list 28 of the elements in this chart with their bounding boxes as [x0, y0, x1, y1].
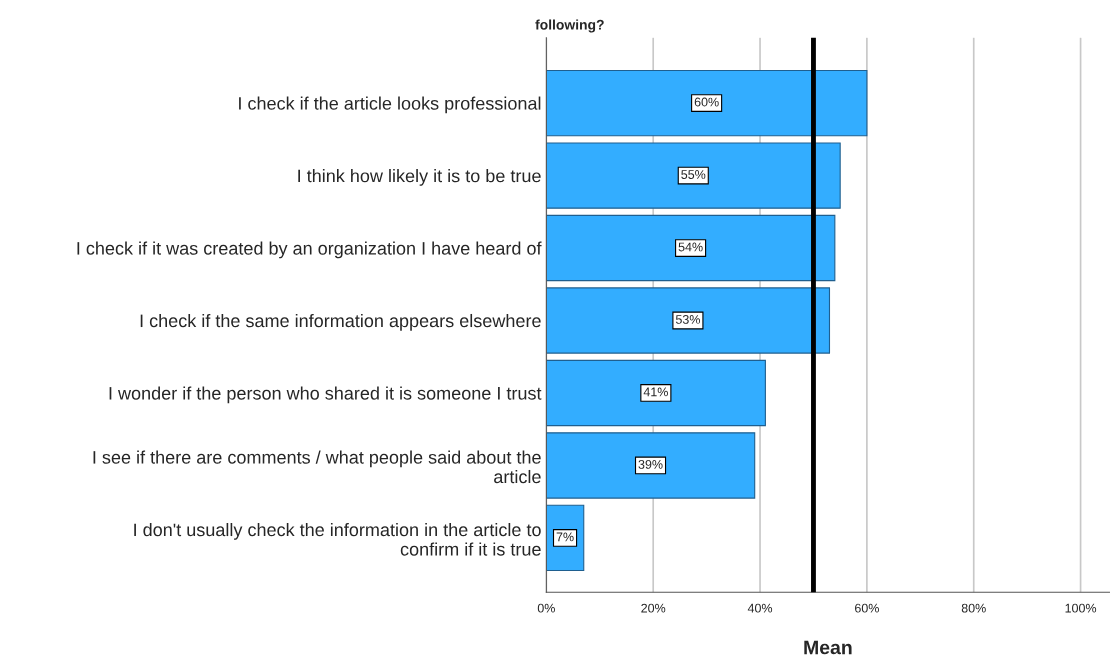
- x-tick-label: 80%: [961, 603, 986, 613]
- y-tick-label: I check if the same information appears elsewhere: [140, 313, 541, 331]
- data-label: 55%: [681, 170, 706, 179]
- data-label: 39%: [638, 459, 663, 469]
- data-label: 7%: [556, 532, 574, 542]
- bar: [546, 142, 841, 209]
- x-tick-label: 20%: [641, 603, 666, 613]
- bar: [546, 432, 756, 499]
- x-axis-title: Mean: [804, 640, 852, 655]
- x-tick-label: 60%: [855, 603, 879, 613]
- data-label: 60%: [694, 97, 719, 107]
- bar: [546, 69, 868, 137]
- bar: [546, 359, 766, 427]
- x-tick-label: 40%: [747, 603, 773, 613]
- chart-title: following?: [535, 19, 604, 33]
- data-label: 53%: [675, 315, 700, 324]
- y-tick-label: I wonder if the person who shared it is someone I trust: [109, 386, 542, 404]
- y-tick-label: I think how likely it is to be true: [298, 169, 541, 186]
- y-tick-label: I don't usually check the information in the article to confirm if it is true: [134, 522, 541, 556]
- y-tick-label: I see if there are comments / what people said about the article: [93, 450, 541, 484]
- x-tick-label: 100%: [1065, 603, 1097, 613]
- bar: [546, 214, 836, 282]
- x-tick-label: 0%: [537, 603, 555, 613]
- y-tick-label: I check if it was created by an organization I have heard of: [77, 241, 542, 259]
- bar: [546, 287, 831, 354]
- y-tick-label: I check if the article looks professional: [239, 96, 541, 114]
- data-label: 41%: [643, 387, 668, 397]
- data-label: 54%: [678, 242, 703, 252]
